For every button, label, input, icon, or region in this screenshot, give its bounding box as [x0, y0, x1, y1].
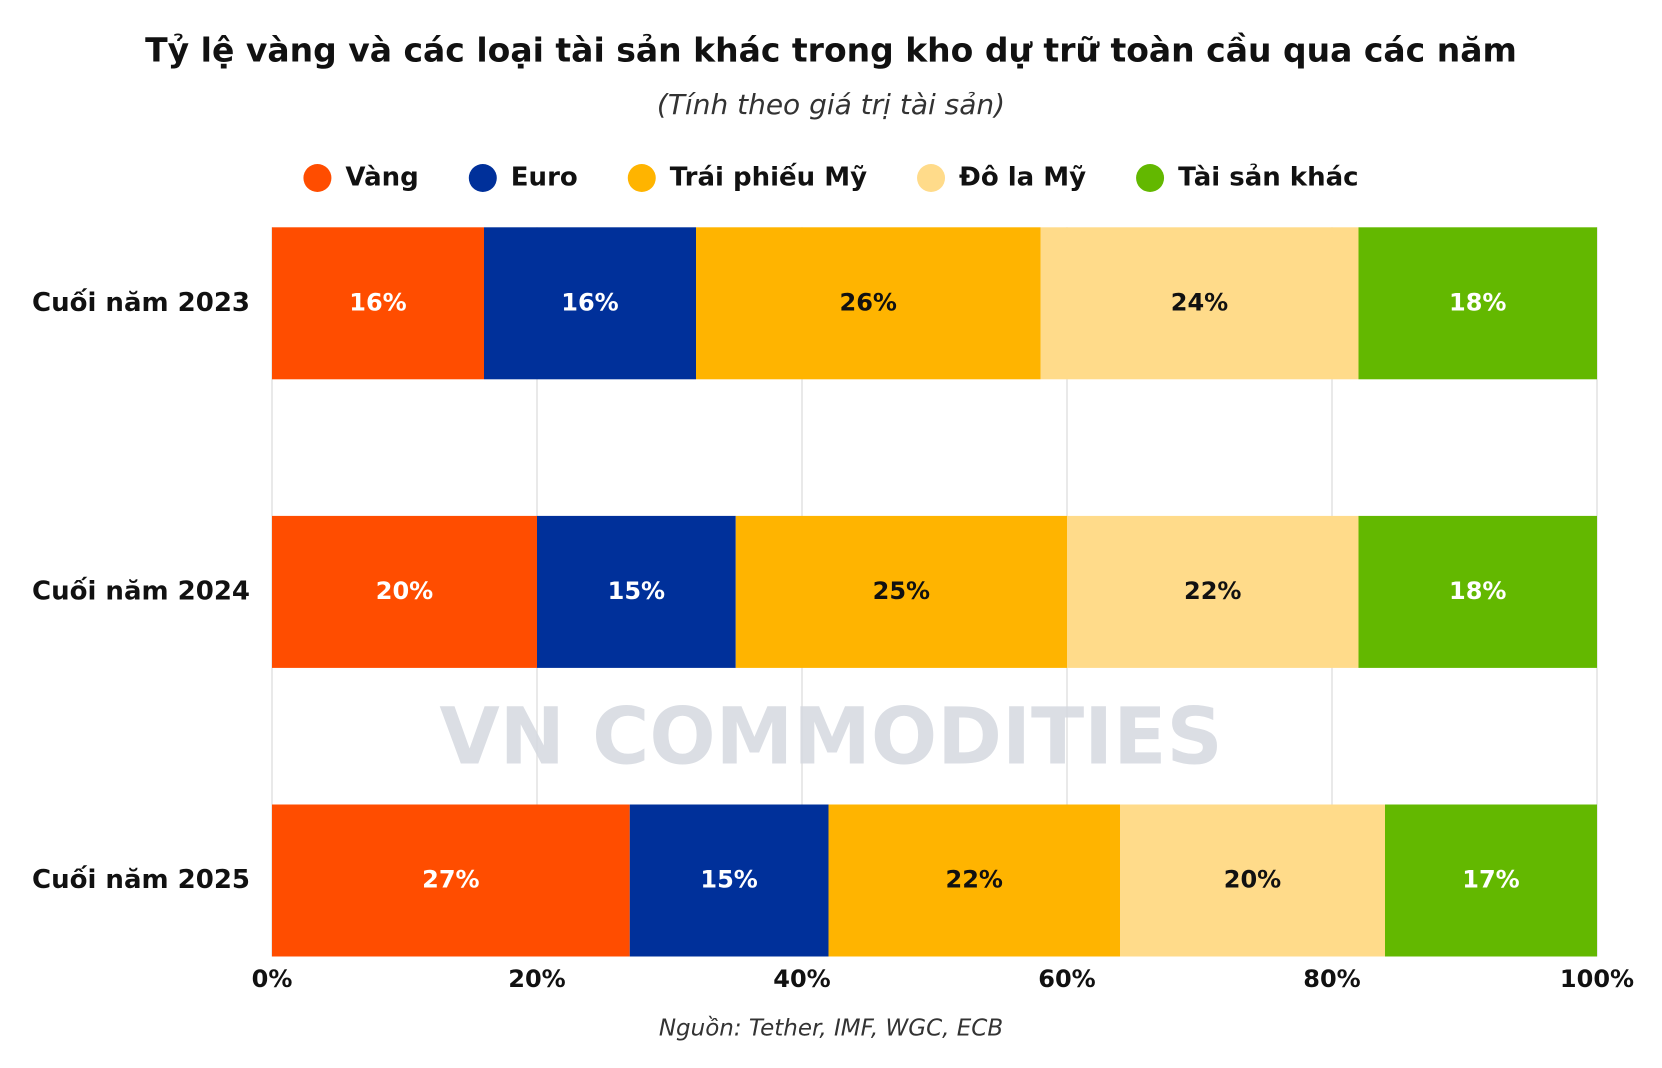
data-label: 18%	[1449, 577, 1506, 605]
legend-label: Euro	[511, 163, 578, 193]
data-label: 20%	[376, 577, 433, 605]
legend-item: Euro	[468, 163, 578, 193]
data-label: 24%	[1171, 288, 1228, 316]
data-label: 15%	[608, 577, 665, 605]
y-tick-label: Cuối năm 2024	[32, 575, 250, 606]
y-tick-label: Cuối năm 2023	[32, 287, 250, 318]
bar-segment	[828, 804, 1120, 957]
data-label: 26%	[840, 288, 897, 316]
legend-swatch	[917, 164, 946, 192]
bar-segment	[1067, 515, 1359, 668]
data-label: 27%	[422, 866, 479, 894]
x-tick-label: 80%	[1303, 965, 1360, 993]
bar-segment	[1040, 227, 1359, 380]
source-note: Nguồn: Tether, IMF, WGC, ECB	[659, 1016, 1003, 1042]
legend-swatch	[468, 164, 497, 192]
legend-item: Trái phiếu Mỹ	[627, 162, 867, 193]
legend-swatch	[303, 164, 332, 192]
legend-label: Tài sản khác	[1178, 162, 1359, 193]
data-label: 15%	[700, 866, 757, 894]
x-tick-label: 60%	[1038, 965, 1095, 993]
bar-segment	[272, 227, 484, 380]
legend-label: Vàng	[345, 163, 418, 193]
x-tick-label: 0%	[252, 965, 293, 993]
bar-segment	[272, 804, 630, 957]
data-label: 17%	[1462, 866, 1519, 894]
data-label: 18%	[1449, 288, 1506, 316]
bar-segment	[629, 804, 829, 957]
legend-label: Đô la Mỹ	[959, 163, 1086, 193]
bar-segment	[735, 515, 1067, 668]
bar-segment	[484, 227, 696, 380]
legend-label: Trái phiếu Mỹ	[670, 162, 867, 193]
data-label: 16%	[561, 288, 618, 316]
watermark: VN COMMODITIES	[439, 692, 1222, 782]
bar-segment	[1385, 804, 1597, 957]
data-label: 16%	[349, 288, 406, 316]
x-tick-label: 20%	[508, 965, 565, 993]
y-tick-label: Cuối năm 2025	[32, 864, 250, 895]
data-label: 22%	[946, 866, 1003, 894]
chart-subtitle: (Tính theo giá trị tài sản)	[657, 88, 1005, 121]
data-label: 22%	[1184, 577, 1241, 605]
bar-segment	[537, 515, 736, 668]
legend-item: Đô la Mỹ	[917, 163, 1086, 193]
bar-segment	[1358, 227, 1597, 380]
legend-swatch	[627, 164, 656, 192]
legend-item: Vàng	[303, 163, 419, 193]
legend-swatch	[1136, 164, 1165, 192]
data-label: 20%	[1224, 866, 1281, 894]
x-tick-label: 40%	[773, 965, 830, 993]
x-tick-label: 100%	[1560, 965, 1634, 993]
bar-segment	[1358, 515, 1597, 668]
legend-item: Tài sản khác	[1136, 162, 1359, 193]
data-label: 25%	[873, 577, 930, 605]
bar-segment	[1120, 804, 1385, 957]
bar-segment	[696, 227, 1041, 380]
bar-segment	[272, 515, 537, 668]
chart-title: Tỷ lệ vàng và các loại tài sản khác tron…	[145, 31, 1517, 70]
